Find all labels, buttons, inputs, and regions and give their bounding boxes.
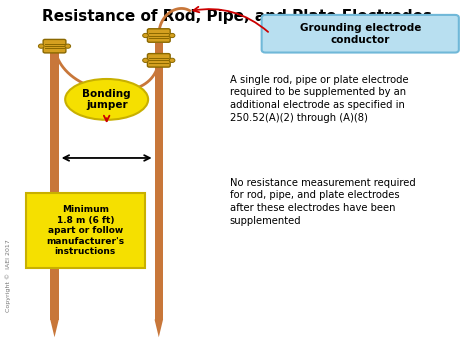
Circle shape [169,58,175,62]
Circle shape [169,33,175,38]
Circle shape [143,58,148,62]
FancyBboxPatch shape [147,54,170,67]
FancyBboxPatch shape [147,29,170,42]
Polygon shape [155,320,163,337]
Polygon shape [50,320,59,337]
Text: Copyright ©  IAEI 2017: Copyright © IAEI 2017 [6,240,11,312]
Circle shape [65,44,71,48]
FancyBboxPatch shape [26,193,145,268]
Text: A single rod, pipe or plate electrode
required to be supplemented by an
addition: A single rod, pipe or plate electrode re… [230,75,409,123]
FancyBboxPatch shape [262,15,459,53]
Text: Resistance of Rod, Pipe, and Plate Electrodes: Resistance of Rod, Pipe, and Plate Elect… [42,9,432,24]
Ellipse shape [65,79,148,120]
Text: Minimum
1.8 m (6 ft)
apart or follow
manufacturer's
instructions: Minimum 1.8 m (6 ft) apart or follow man… [46,206,124,256]
Text: No resistance measurement required
for rod, pipe, and plate electrodes
after the: No resistance measurement required for r… [230,178,416,226]
Circle shape [38,44,44,48]
Bar [50,43,59,320]
FancyBboxPatch shape [43,39,66,53]
Text: Bonding
jumper: Bonding jumper [82,89,131,110]
Circle shape [143,33,148,38]
Bar [155,43,163,320]
Text: Grounding electrode
conductor: Grounding electrode conductor [300,23,421,44]
